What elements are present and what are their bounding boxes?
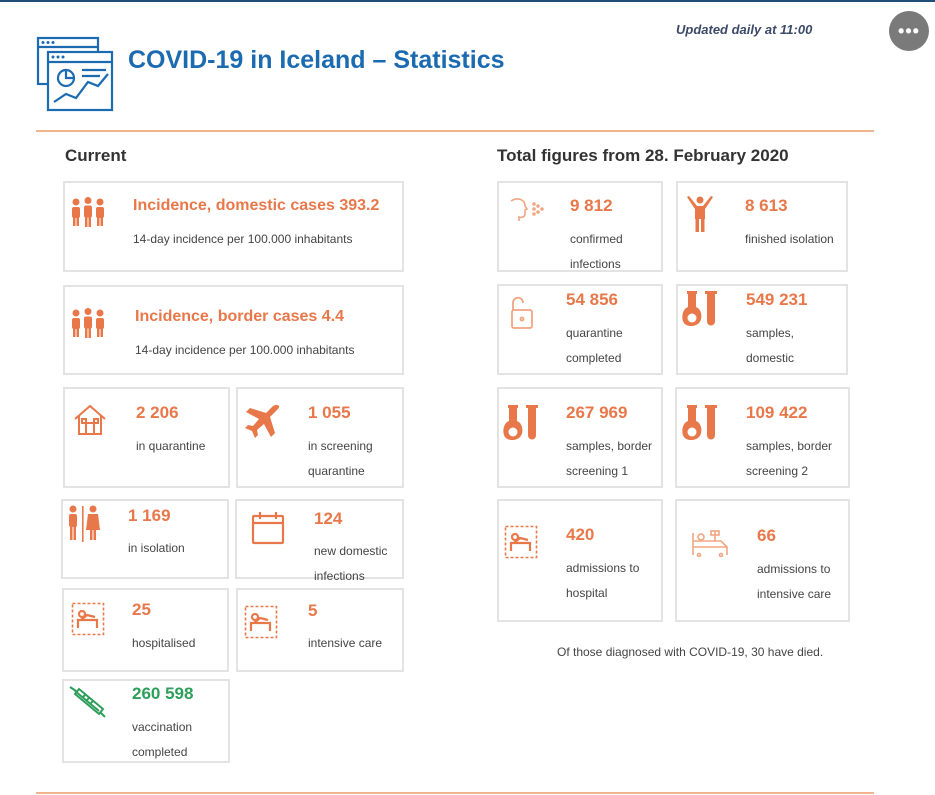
quarantine-completed-desc-2: completed (566, 351, 622, 365)
lab-flask-icon (682, 291, 717, 326)
house-icon (74, 404, 106, 435)
lab-flask-icon (682, 405, 717, 440)
people-group-icon (72, 197, 104, 227)
vaccination-card: 260 598 vaccination completed (62, 679, 230, 763)
top-border (0, 0, 935, 2)
quarantine-completed-value: 54 856 (566, 290, 618, 309)
samples-border2-desc-1: samples, border (746, 439, 833, 453)
new-domestic-desc-1: new domestic (314, 544, 388, 558)
header-divider (36, 130, 874, 132)
samples-domestic-desc-2: domestic (746, 351, 795, 365)
admissions-hospital-value: 420 (566, 525, 595, 544)
admissions-icu-value: 66 (757, 526, 776, 545)
more-options-button[interactable]: ••• (889, 11, 929, 51)
samples-border1-value: 267 969 (566, 403, 628, 422)
incidence-domestic-card: Incidence, domestic cases 393.2 14-day i… (63, 181, 404, 272)
quarantine-completed-desc-1: quarantine (566, 326, 623, 340)
airplane-icon (245, 404, 280, 438)
new-domestic-card: 124 new domestic infections (235, 499, 404, 583)
vaccination-desc-2: completed (132, 745, 188, 759)
finished-isolation-value: 8 613 (745, 196, 788, 215)
incidence-domestic-desc: 14-day incidence per 100.000 inhabitants (133, 232, 353, 246)
samples-border2-value: 109 422 (746, 403, 808, 422)
vaccination-desc-1: vaccination (132, 720, 193, 734)
samples-border2-card: 109 422 samples, border screening 2 (675, 387, 850, 488)
samples-domestic-value: 549 231 (746, 290, 808, 309)
quarantine-desc: in quarantine (136, 439, 206, 453)
current-heading: Current (65, 146, 127, 165)
bottom-divider (36, 792, 874, 794)
confirmed-card: 9 812 confirmed infections (497, 181, 663, 272)
incidence-border-desc: 14-day incidence per 100.000 inhabitants (135, 343, 355, 357)
samples-border2-desc-2: screening 2 (746, 464, 809, 478)
isolation-card: 1 169 in isolation (61, 499, 229, 579)
screening-quarantine-desc-2: quarantine (308, 464, 365, 478)
admissions-icu-desc-1: admissions to (757, 562, 831, 576)
isolation-value: 1 169 (128, 506, 171, 525)
sneeze-icon (510, 198, 544, 221)
totals-heading: Total figures from 28. February 2020 (497, 146, 789, 165)
admissions-hospital-card: 420 admissions to hospital (497, 499, 663, 622)
incidence-border-label: Incidence, border cases 4.4 (135, 308, 344, 325)
samples-domestic-desc-1: samples, (746, 326, 795, 340)
intensive-care-card: 5 intensive care (236, 588, 404, 672)
unlocked-padlock-icon (511, 296, 533, 329)
confirmed-desc-2: infections (570, 257, 621, 271)
quarantine-completed-card: 54 856 quarantine completed (497, 284, 663, 375)
samples-border1-card: 267 969 samples, border screening 1 (497, 387, 663, 488)
incidence-border-card: Incidence, border cases 4.4 14-day incid… (63, 285, 404, 375)
samples-border1-desc-2: screening 1 (566, 464, 629, 478)
people-group-icon (72, 308, 104, 338)
isolated-people-icon (69, 505, 100, 542)
icu-bed-icon (692, 530, 728, 557)
syringe-icon (69, 686, 106, 718)
lab-flask-icon (503, 405, 538, 440)
finished-isolation-desc: finished isolation (745, 232, 834, 246)
admissions-icu-desc-2: intensive care (757, 587, 832, 601)
finished-isolation-card: 8 613 finished isolation (676, 181, 848, 272)
hospitalised-value: 25 (132, 600, 151, 619)
admissions-hospital-desc-1: admissions to (566, 561, 640, 575)
quarantine-value: 2 206 (136, 403, 179, 422)
confirmed-value: 9 812 (570, 196, 613, 215)
hospitalised-desc: hospitalised (132, 636, 196, 650)
vaccination-value: 260 598 (132, 684, 194, 703)
intensive-care-desc: intensive care (308, 636, 383, 650)
person-celebrating-icon (687, 196, 713, 232)
confirmed-desc-1: confirmed (570, 232, 623, 246)
admissions-hospital-desc-2: hospital (566, 586, 608, 600)
screening-quarantine-value: 1 055 (308, 403, 351, 422)
hospital-bed-icon (244, 605, 278, 639)
statistics-logo-icon (36, 36, 114, 112)
screening-quarantine-desc-1: in screening (308, 439, 373, 453)
hospital-bed-icon (71, 602, 105, 636)
incidence-domestic-label: Incidence, domestic cases 393.2 (133, 197, 380, 214)
page-title: COVID-19 in Iceland – Statistics (128, 46, 505, 74)
admissions-icu-card: 66 admissions to intensive care (675, 499, 850, 622)
samples-border1-desc-1: samples, border (566, 439, 653, 453)
quarantine-card: 2 206 in quarantine (63, 387, 230, 488)
new-domestic-desc-2: infections (314, 569, 365, 583)
calendar-icon (251, 512, 285, 545)
intensive-care-value: 5 (308, 601, 318, 620)
hospitalised-card: 25 hospitalised (62, 588, 229, 672)
isolation-desc: in isolation (128, 541, 185, 555)
hospital-bed-icon (504, 525, 538, 559)
deaths-note: Of those diagnosed with COVID-19, 30 hav… (557, 645, 824, 659)
updated-note: Updated daily at 11:00 (676, 22, 813, 37)
samples-domestic-card: 549 231 samples, domestic (676, 284, 848, 375)
new-domestic-value: 124 (314, 509, 343, 528)
screening-quarantine-card: 1 055 in screening quarantine (236, 387, 404, 488)
